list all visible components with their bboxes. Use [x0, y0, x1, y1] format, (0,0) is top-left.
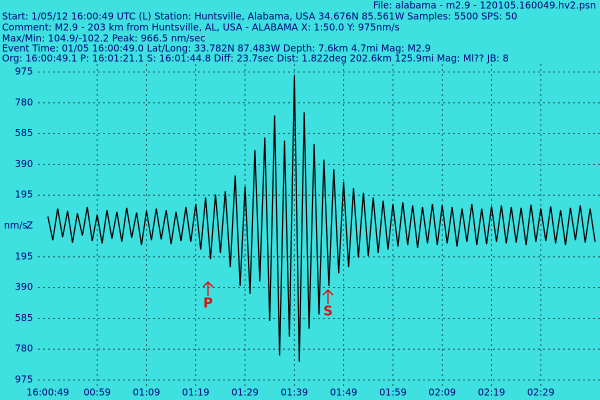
arrival-label: S	[323, 305, 332, 320]
y-tick-label: 780	[15, 97, 33, 108]
arrival-label: P	[203, 297, 213, 312]
y-tick-label: 390	[15, 159, 33, 170]
y-tick-label: 975	[15, 67, 33, 78]
x-tick-label: 01:59	[379, 388, 406, 399]
file-name: File: alabama - m2.9 - 120105.160049.hv2…	[373, 1, 596, 12]
x-tick-label: 01:49	[330, 388, 357, 399]
arrival-arrow	[202, 281, 214, 296]
header-line: Comment: M2.9 - 203 km from Huntsville, …	[2, 23, 400, 34]
x-tick-label: 02:09	[429, 388, 456, 399]
x-tick-label: 01:39	[281, 388, 308, 399]
header-line: Event Time: 01/05 16:00:49.0 Lat/Long: 3…	[2, 44, 431, 55]
header-line: Start: 1/05/12 16:00:49 UTC (L) Station:…	[2, 12, 517, 23]
y-axis-label: nm/s	[4, 221, 27, 232]
y-tick-label: 390	[15, 282, 33, 293]
x-tick-label: 01:09	[133, 388, 160, 399]
x-tick-label: 00:59	[83, 388, 110, 399]
header-line: Org: 16:00:49.1 P: 16:01:21.1 S: 16:01:4…	[2, 54, 509, 65]
y-tick-label: 195	[15, 190, 33, 201]
x-tick-label: 01:19	[182, 388, 209, 399]
header-line: Max/Min: 104.9/-102.2 Peak: 966.5 nm/sec	[2, 34, 205, 45]
y-tick-label: 195	[15, 251, 33, 262]
x-tick-label: 02:29	[527, 388, 554, 399]
y-tick-label: 585	[15, 313, 33, 324]
waveform	[47, 75, 596, 362]
y-tick-label: 585	[15, 128, 33, 139]
channel-label: Z	[26, 221, 33, 232]
x-tick-label: 02:19	[478, 388, 505, 399]
y-tick-label: 780	[15, 344, 33, 355]
y-tick-label: 975	[15, 375, 33, 386]
x-tick-label: 16:00:49	[27, 388, 70, 399]
arrival-arrow	[322, 289, 334, 304]
x-tick-label: 01:29	[231, 388, 258, 399]
